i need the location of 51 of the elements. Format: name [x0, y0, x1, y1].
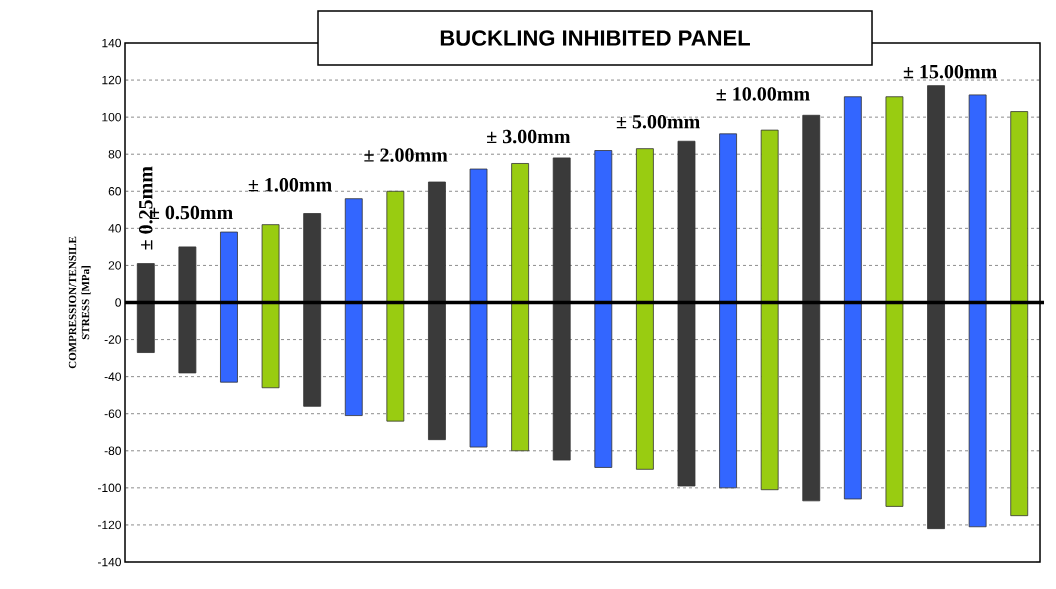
bar: [760, 302, 779, 491]
y-tick-label: 60: [108, 187, 122, 196]
bar: [469, 302, 488, 448]
y-tick-label: -40: [104, 372, 122, 381]
bar: [469, 168, 488, 303]
bar: [843, 302, 862, 500]
bar: [261, 224, 280, 303]
bar: [511, 302, 530, 452]
bar: [261, 302, 280, 389]
y-tick-label: -60: [104, 409, 122, 418]
y-tick-label: 100: [102, 112, 121, 122]
annotation: ± 15.00mm: [903, 64, 997, 79]
annotation: ± 10.00mm: [716, 87, 810, 101]
bar: [344, 302, 363, 416]
bar: [386, 302, 405, 422]
y-tick-label: -140: [97, 557, 121, 567]
annotation: ± 5.00mm: [616, 114, 700, 129]
y-tick-label: -120: [97, 520, 121, 530]
bar: [1010, 111, 1029, 303]
y-tick-label: 20: [108, 261, 122, 270]
bar: [719, 302, 737, 489]
y-axis-title: COMPRESSION/TENSILE STRESS [MPa]: [68, 236, 91, 369]
y-tick-label: -80: [104, 446, 122, 456]
bar: [220, 231, 238, 303]
bar: [594, 302, 613, 468]
annotation: ± 1.00mm: [248, 177, 332, 192]
bar: [843, 96, 862, 303]
bar: [344, 198, 363, 303]
annotation: ± 3.00mm: [487, 129, 571, 144]
bar: [885, 302, 904, 507]
y-tick-label: -100: [97, 483, 121, 493]
annotation: ± 2.00mm: [364, 148, 448, 162]
bar: [719, 133, 737, 303]
y-tick-label: -20: [104, 335, 122, 344]
bar: [885, 96, 904, 303]
bar: [511, 163, 530, 303]
y-tick-label: 120: [102, 75, 121, 85]
bar: [968, 302, 987, 528]
bar: [760, 129, 779, 303]
bar: [636, 148, 654, 303]
bar: [220, 302, 238, 383]
y-tick-label: 80: [108, 149, 122, 159]
y-tick-label: 40: [108, 224, 122, 233]
bar: [636, 302, 654, 470]
y-tick-label: 140: [102, 38, 121, 48]
bar: [1010, 302, 1029, 517]
bar: [386, 190, 405, 303]
bar: [968, 94, 987, 303]
bar: [594, 150, 613, 303]
chart-title: BUCKLING INHIBITED PANEL: [440, 30, 750, 46]
y-tick-label: 0: [115, 298, 122, 307]
